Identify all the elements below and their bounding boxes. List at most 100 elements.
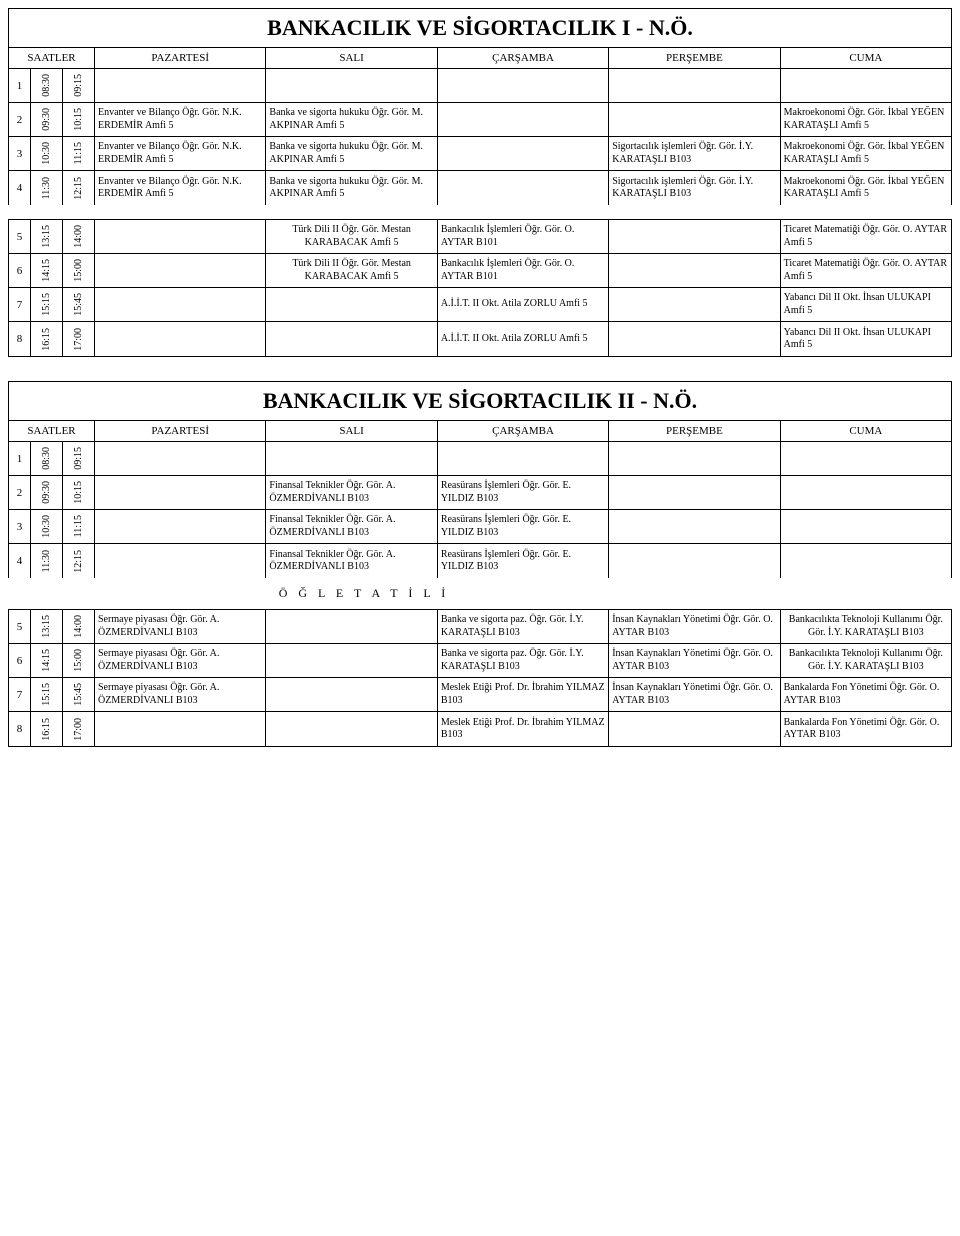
row-num: 4 <box>9 544 31 578</box>
day-mon: PAZARTESİ <box>95 48 266 68</box>
cell-thu <box>609 322 780 356</box>
cell-thu <box>609 510 780 543</box>
table-row: 3 10:30 11:15 Envanter ve Bilanço Öğr. G… <box>9 137 951 171</box>
cell-tue: Finansal Teknikler Öğr. Gör. A. ÖZMERDİV… <box>266 476 437 509</box>
cell-thu <box>609 220 780 253</box>
cell-mon <box>95 322 266 356</box>
table-row: 5 13:15 14:00 Sermaye piyasası Öğr. Gör.… <box>9 610 951 644</box>
cell-fri <box>781 476 951 509</box>
cell-wed: Banka ve sigorta paz. Öğr. Gör. İ.Y. KAR… <box>438 610 609 643</box>
cell-wed <box>438 171 609 205</box>
row-num: 1 <box>9 69 31 102</box>
cell-thu <box>609 442 780 475</box>
cell-wed: Reasürans İşlemleri Öğr. Gör. E. YILDIZ … <box>438 476 609 509</box>
time-end: 12:15 <box>63 544 95 578</box>
cell-tue: Banka ve sigorta hukuku Öğr. Gör. M. AKP… <box>266 137 437 170</box>
cell-mon <box>95 476 266 509</box>
cell-thu <box>609 254 780 287</box>
time-start: 14:15 <box>31 254 63 287</box>
cell-mon: Sermaye piyasası Öğr. Gör. A. ÖZMERDİVAN… <box>95 678 266 711</box>
row-num: 7 <box>9 288 31 321</box>
lunch-break-row: Ö Ğ L E T A T İ L İ <box>8 578 952 609</box>
cell-tue <box>266 322 437 356</box>
time-start: 10:30 <box>31 137 63 170</box>
hours-label: SAATLER <box>9 48 95 68</box>
time-end: 14:00 <box>63 610 95 643</box>
cell-wed: A.İ.İ.T. II Okt. Atila ZORLU Amfi 5 <box>438 288 609 321</box>
time-start: 11:30 <box>31 171 63 205</box>
time-end: 17:00 <box>63 712 95 746</box>
cell-tue: Türk Dili II Öğr. Gör. Mestan KARABACAK … <box>266 254 437 287</box>
day-mon: PAZARTESİ <box>95 421 266 441</box>
cell-thu <box>609 544 780 578</box>
time-start: 10:30 <box>31 510 63 543</box>
cell-tue: Banka ve sigorta hukuku Öğr. Gör. M. AKP… <box>266 103 437 136</box>
time-start: 08:30 <box>31 69 63 102</box>
cell-tue <box>266 442 437 475</box>
time-start: 15:15 <box>31 288 63 321</box>
time-end: 17:00 <box>63 322 95 356</box>
cell-mon <box>95 69 266 102</box>
cell-thu <box>609 476 780 509</box>
cell-fri <box>781 510 951 543</box>
cell-fri: Bankacılıkta Teknoloji Kullanımı Öğr. Gö… <box>781 644 951 677</box>
cell-fri: Makroekonomi Öğr. Gör. İkbal YEĞEN KARAT… <box>781 137 951 170</box>
row-num: 3 <box>9 137 31 170</box>
table-row: 7 15:15 15:45 A.İ.İ.T. II Okt. Atila ZOR… <box>9 288 951 322</box>
cell-fri: Yabancı Dil II Okt. İhsan ULUKAPI Amfi 5 <box>781 322 951 356</box>
time-start: 15:15 <box>31 678 63 711</box>
time-end: 15:45 <box>63 678 95 711</box>
cell-tue <box>266 69 437 102</box>
row-num: 6 <box>9 254 31 287</box>
cell-mon <box>95 510 266 543</box>
time-start: 13:15 <box>31 220 63 253</box>
day-fri: CUMA <box>781 48 951 68</box>
cell-fri: Bankacılıkta Teknoloji Kullanımı Öğr. Gö… <box>781 610 951 643</box>
cell-wed: Bankacılık İşlemleri Öğr. Gör. O. AYTAR … <box>438 220 609 253</box>
cell-fri: Makroekonomi Öğr. Gör. İkbal YEĞEN KARAT… <box>781 103 951 136</box>
row-num: 8 <box>9 712 31 746</box>
row-num: 5 <box>9 610 31 643</box>
cell-mon <box>95 712 266 746</box>
time-start: 08:30 <box>31 442 63 475</box>
cell-wed: Reasürans İşlemleri Öğr. Gör. E. YILDIZ … <box>438 510 609 543</box>
cell-thu: İnsan Kaynakları Yönetimi Öğr. Gör. O. A… <box>609 678 780 711</box>
cell-wed: A.İ.İ.T. II Okt. Atila ZORLU Amfi 5 <box>438 322 609 356</box>
time-end: 09:15 <box>63 442 95 475</box>
cell-mon <box>95 254 266 287</box>
cell-tue <box>266 712 437 746</box>
schedule1-block-b: 5 13:15 14:00 Türk Dili II Öğr. Gör. Mes… <box>8 219 952 357</box>
cell-fri: Bankalarda Fon Yönetimi Öğr. Gör. O. AYT… <box>781 678 951 711</box>
row-num: 4 <box>9 171 31 205</box>
row-num: 5 <box>9 220 31 253</box>
cell-thu <box>609 288 780 321</box>
schedule2-block-a: 1 08:30 09:15 2 09:30 10:15 Finansal Tek… <box>8 441 952 578</box>
schedule1-block-a: 1 08:30 09:15 2 09:30 10:15 Envanter ve … <box>8 68 952 205</box>
cell-wed: Bankacılık İşlemleri Öğr. Gör. O. AYTAR … <box>438 254 609 287</box>
time-end: 09:15 <box>63 69 95 102</box>
time-end: 15:45 <box>63 288 95 321</box>
cell-wed <box>438 69 609 102</box>
cell-tue <box>266 678 437 711</box>
schedule2-title: BANKACILIK VE SİGORTACILIK II - N.Ö. <box>8 381 952 420</box>
cell-thu <box>609 103 780 136</box>
cell-fri: Ticaret Matematiği Öğr. Gör. O. AYTAR Am… <box>781 220 951 253</box>
schedule2-header: SAATLER PAZARTESİ SALI ÇARŞAMBA PERŞEMBE… <box>8 420 952 441</box>
cell-thu: Sigortacılık işlemleri Öğr. Gör. İ.Y. KA… <box>609 137 780 170</box>
row-num: 2 <box>9 476 31 509</box>
day-fri: CUMA <box>781 421 951 441</box>
day-thu: PERŞEMBE <box>609 48 780 68</box>
time-start: 13:15 <box>31 610 63 643</box>
cell-mon <box>95 544 266 578</box>
cell-tue: Türk Dili II Öğr. Gör. Mestan KARABACAK … <box>266 220 437 253</box>
cell-mon <box>95 442 266 475</box>
table-row: 5 13:15 14:00 Türk Dili II Öğr. Gör. Mes… <box>9 220 951 254</box>
cell-fri: Yabancı Dil II Okt. İhsan ULUKAPI Amfi 5 <box>781 288 951 321</box>
cell-mon: Envanter ve Bilanço Öğr. Gör. N.K. ERDEM… <box>95 171 266 205</box>
table-row: 4 11:30 12:15 Envanter ve Bilanço Öğr. G… <box>9 171 951 205</box>
day-tue: SALI <box>266 48 437 68</box>
time-end: 10:15 <box>63 103 95 136</box>
row-num: 8 <box>9 322 31 356</box>
table-row: 1 08:30 09:15 <box>9 69 951 103</box>
cell-tue: Finansal Teknikler Öğr. Gör. A. ÖZMERDİV… <box>266 510 437 543</box>
